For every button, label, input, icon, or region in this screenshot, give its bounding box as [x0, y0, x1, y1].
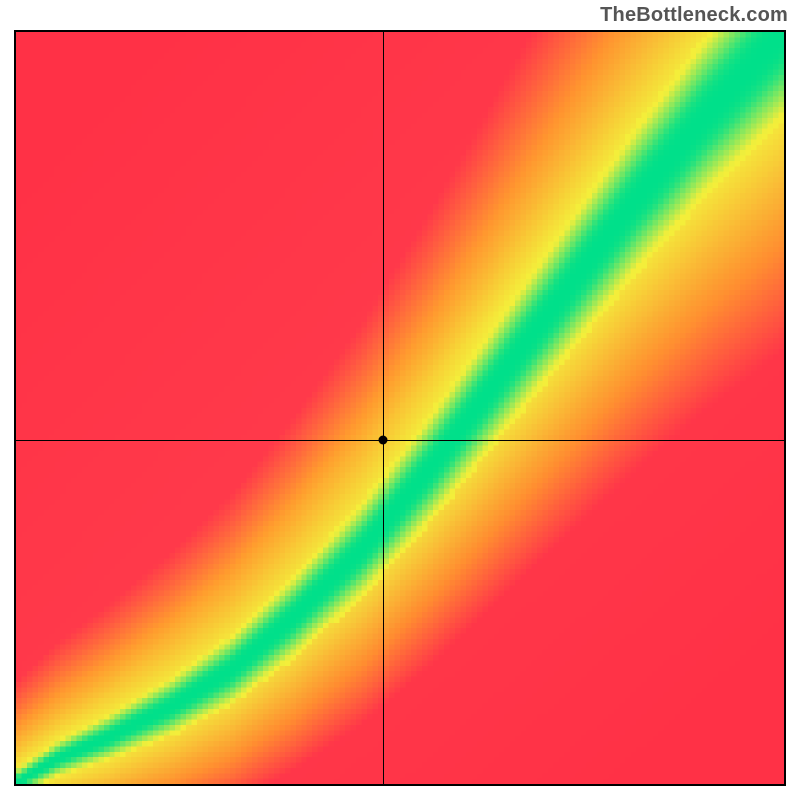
crosshair-marker[interactable] [378, 436, 387, 445]
heatmap-canvas [16, 32, 784, 784]
crosshair-horizontal [16, 440, 784, 441]
crosshair-vertical [383, 32, 384, 784]
watermark-text: TheBottleneck.com [600, 4, 788, 27]
heatmap-plot-area [14, 30, 786, 786]
